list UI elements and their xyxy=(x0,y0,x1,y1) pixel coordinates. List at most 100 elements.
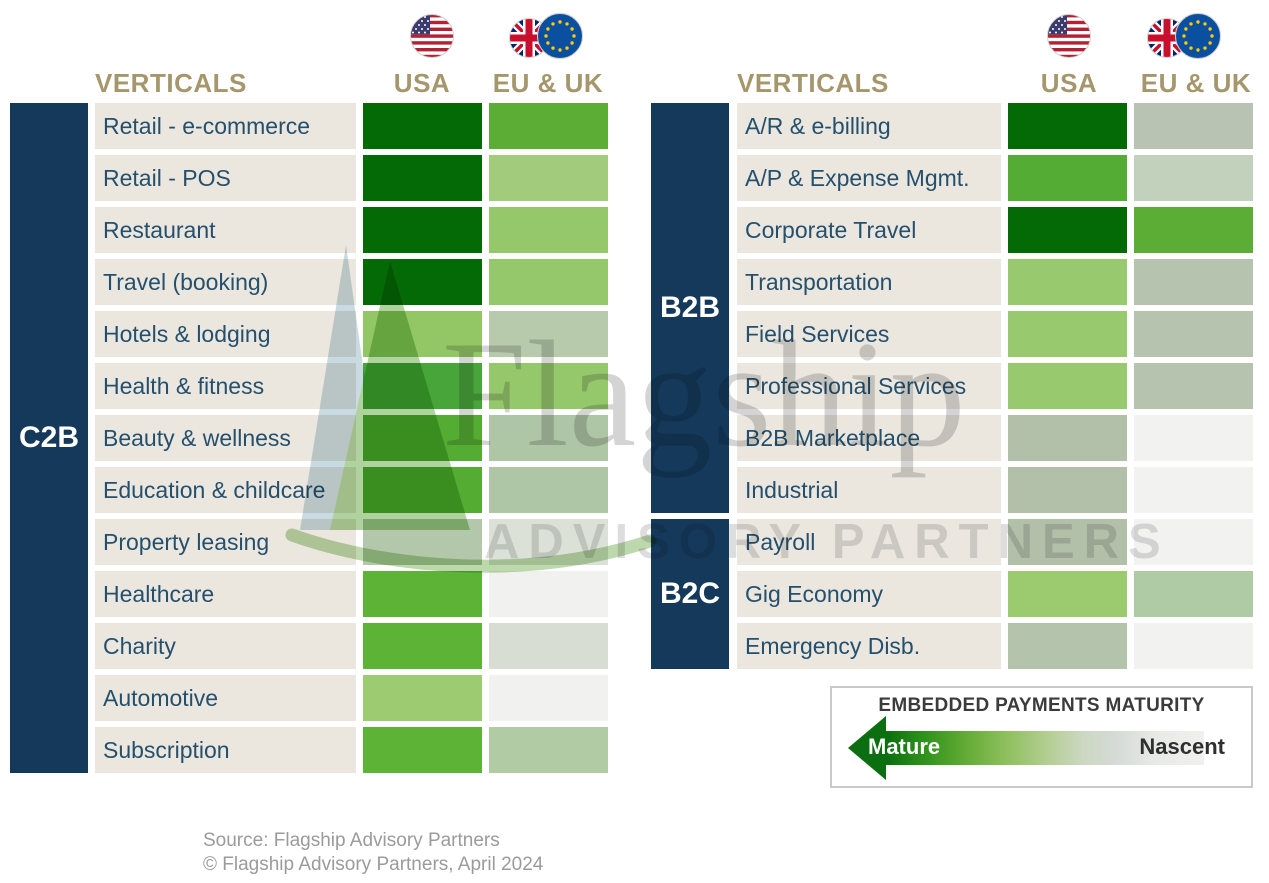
vertical-row: Healthcare xyxy=(95,571,608,617)
usa-flag-icon xyxy=(410,14,454,63)
eu-uk-maturity-cell xyxy=(1134,571,1253,617)
group-label-b2c-text: B2C xyxy=(659,577,720,610)
vertical-label: Restaurant xyxy=(95,207,356,253)
usa-maturity-cell xyxy=(1008,259,1127,305)
vertical-row: Professional Services xyxy=(737,363,1253,409)
usa-maturity-cell xyxy=(363,467,482,513)
eu-uk-maturity-cell xyxy=(489,103,608,149)
vertical-label: Retail - POS xyxy=(95,155,356,201)
vertical-label: A/R & e-billing xyxy=(737,103,1001,149)
vertical-row: Emergency Disb. xyxy=(737,623,1253,669)
vertical-label: Travel (booking) xyxy=(95,259,356,305)
usa-maturity-cell xyxy=(1008,623,1127,669)
vertical-row: Restaurant xyxy=(95,207,608,253)
eu-uk-maturity-cell xyxy=(1134,623,1253,669)
c2b-table: Retail - e-commerce Retail - POS Restaur… xyxy=(95,103,608,779)
vertical-row: B2B Marketplace xyxy=(737,415,1253,461)
eu-uk-maturity-cell xyxy=(489,467,608,513)
eu-uk-maturity-cell xyxy=(489,519,608,565)
group-label-b2c: B2C xyxy=(651,519,729,669)
vertical-row: Industrial xyxy=(737,467,1253,513)
vertical-label: Education & childcare xyxy=(95,467,356,513)
eu-flag-icon xyxy=(1175,13,1221,64)
usa-maturity-cell xyxy=(1008,207,1127,253)
usa-maturity-cell xyxy=(363,415,482,461)
maturity-arrow-head-icon xyxy=(848,716,886,780)
usa-maturity-cell xyxy=(1008,155,1127,201)
eu-uk-maturity-cell xyxy=(1134,259,1253,305)
usa-maturity-cell xyxy=(1008,415,1127,461)
vertical-label: B2B Marketplace xyxy=(737,415,1001,461)
vertical-label: Emergency Disb. xyxy=(737,623,1001,669)
eu-uk-maturity-cell xyxy=(489,155,608,201)
usa-flag-icon xyxy=(1047,14,1091,63)
eu-uk-maturity-cell xyxy=(1134,207,1253,253)
usa-maturity-cell xyxy=(1008,311,1127,357)
eu-uk-maturity-cell xyxy=(489,675,608,721)
eu-uk-maturity-cell xyxy=(489,623,608,669)
usa-maturity-cell xyxy=(363,519,482,565)
vertical-row: A/R & e-billing xyxy=(737,103,1253,149)
group-label-c2b: C2B xyxy=(10,103,88,773)
vertical-label: Health & fitness xyxy=(95,363,356,409)
vertical-label: Hotels & lodging xyxy=(95,311,356,357)
vertical-row: Health & fitness xyxy=(95,363,608,409)
vertical-label: Subscription xyxy=(95,727,356,773)
legend-mature-label: Mature xyxy=(868,734,941,759)
vertical-label: Beauty & wellness xyxy=(95,415,356,461)
usa-maturity-cell xyxy=(363,259,482,305)
vertical-label: Professional Services xyxy=(737,363,1001,409)
eu-uk-maturity-cell xyxy=(489,727,608,773)
copyright-line: © Flagship Advisory Partners, April 2024 xyxy=(203,854,544,875)
vertical-label: Gig Economy xyxy=(737,571,1001,617)
vertical-label: Charity xyxy=(95,623,356,669)
vertical-row: Charity xyxy=(95,623,608,669)
eu-uk-maturity-cell xyxy=(1134,363,1253,409)
eu-uk-maturity-cell xyxy=(489,363,608,409)
right-usa-header: USA xyxy=(1040,68,1098,98)
maturity-legend: EMBEDDED PAYMENTS MATURITY Mature Nascen… xyxy=(830,686,1253,788)
vertical-label: Transportation xyxy=(737,259,1001,305)
vertical-label: Field Services xyxy=(737,311,1001,357)
legend-title: EMBEDDED PAYMENTS MATURITY xyxy=(878,695,1205,716)
b2b-b2c-table: A/R & e-billing A/P & Expense Mgmt. Corp… xyxy=(737,103,1253,675)
maturity-gradient-bar xyxy=(886,731,1204,765)
vertical-row: Education & childcare xyxy=(95,467,608,513)
usa-maturity-cell xyxy=(363,571,482,617)
left-eu-uk-header: EU & UK xyxy=(492,68,604,98)
eu-uk-maturity-cell xyxy=(1134,155,1253,201)
eu-uk-maturity-cell xyxy=(1134,311,1253,357)
usa-maturity-cell xyxy=(363,727,482,773)
usa-maturity-cell xyxy=(1008,467,1127,513)
vertical-label: Industrial xyxy=(737,467,1001,513)
usa-maturity-cell xyxy=(1008,103,1127,149)
source-line: Source: Flagship Advisory Partners xyxy=(203,830,500,851)
source-attribution: Source: Flagship Advisory Partners © Fla… xyxy=(203,829,543,877)
uk-flag-icon xyxy=(1147,18,1187,63)
eu-uk-maturity-cell xyxy=(489,311,608,357)
vertical-row: Gig Economy xyxy=(737,571,1253,617)
vertical-label: Automotive xyxy=(95,675,356,721)
vertical-label: Property leasing xyxy=(95,519,356,565)
vertical-row: Payroll xyxy=(737,519,1253,565)
usa-maturity-cell xyxy=(363,155,482,201)
usa-maturity-cell xyxy=(363,103,482,149)
vertical-label: Healthcare xyxy=(95,571,356,617)
usa-maturity-cell xyxy=(363,623,482,669)
eu-uk-maturity-cell xyxy=(489,415,608,461)
group-label-b2b: B2B xyxy=(651,103,729,513)
usa-maturity-cell xyxy=(1008,363,1127,409)
vertical-row: Corporate Travel xyxy=(737,207,1253,253)
eu-uk-maturity-cell xyxy=(489,259,608,305)
left-verticals-header: VERTICALS xyxy=(95,68,247,98)
eu-uk-maturity-cell xyxy=(489,571,608,617)
vertical-row: Retail - POS xyxy=(95,155,608,201)
usa-maturity-cell xyxy=(1008,519,1127,565)
left-usa-header: USA xyxy=(393,68,451,98)
eu-flag-icon xyxy=(537,13,583,64)
right-eu-uk-header: EU & UK xyxy=(1140,68,1252,98)
group-label-b2b-text: B2B xyxy=(659,291,720,324)
vertical-label: Corporate Travel xyxy=(737,207,1001,253)
usa-maturity-cell xyxy=(363,311,482,357)
